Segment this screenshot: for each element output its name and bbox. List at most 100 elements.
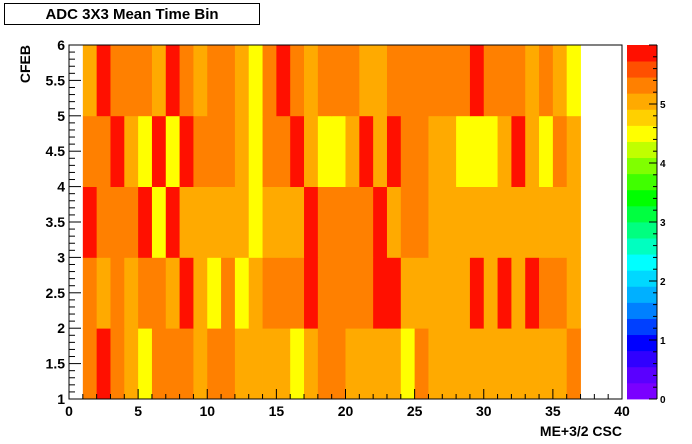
x-axis: 0 5 10 15 20 25 30 35 40 — [65, 389, 630, 419]
heatmap-cell — [179, 115, 194, 187]
heatmap-cell — [138, 257, 153, 329]
heatmap-cell — [96, 115, 111, 187]
heatmap-cell — [262, 45, 277, 117]
heatmap-cell — [539, 328, 554, 400]
heatmap-cell — [456, 115, 471, 187]
heatmap-cell — [262, 328, 277, 400]
heatmap-cell — [276, 257, 291, 329]
heatmap-cell — [386, 328, 402, 400]
heatmap-cell — [179, 257, 194, 329]
heatmap-cell — [124, 328, 139, 400]
x-tick-label: 0 — [65, 403, 73, 419]
heatmap-cell — [469, 45, 485, 117]
chart-title: ADC 3X3 Mean Time Bin — [45, 6, 219, 23]
heatmap-cell — [290, 257, 305, 329]
heatmap-cell — [511, 257, 526, 329]
x-tick-label: 30 — [476, 403, 492, 419]
heatmap-cell — [414, 115, 429, 187]
heatmap-cell — [442, 45, 457, 117]
heatmap-cell — [511, 45, 526, 117]
x-tick-label: 20 — [338, 403, 354, 419]
heatmap-cell — [483, 45, 498, 117]
heatmap-cell — [110, 115, 125, 187]
heatmap-cell — [400, 45, 416, 117]
heatmap-cell — [552, 115, 568, 187]
heatmap-cell — [539, 257, 554, 329]
color-scale-swatch — [627, 350, 657, 368]
heatmap-cell — [511, 186, 526, 258]
heatmap-cell — [304, 257, 319, 329]
x-tick-label: 5 — [134, 403, 142, 419]
heatmap-cell — [151, 257, 167, 329]
heatmap-cell — [248, 45, 263, 117]
heatmap-cell — [317, 115, 333, 187]
heatmap-cell — [248, 115, 263, 187]
x-tick-label: 25 — [407, 403, 423, 419]
heatmap-cell — [525, 328, 540, 400]
heatmap-cell — [345, 115, 360, 187]
heatmap-cell — [165, 115, 180, 187]
color-scale-swatch — [627, 141, 657, 159]
heatmap-cell — [331, 115, 346, 187]
y-tick-label: 6 — [57, 37, 65, 53]
heatmap-cell — [234, 45, 250, 117]
heatmap-cell — [276, 115, 291, 187]
heatmap-cell — [428, 115, 443, 187]
color-scale-swatch — [627, 238, 657, 255]
heatmap-cell — [552, 328, 568, 400]
heatmap-cell — [124, 257, 139, 329]
heatmap-cell — [386, 115, 402, 187]
heatmap-cell — [96, 328, 111, 400]
color-scale-swatch — [627, 318, 657, 336]
heatmap-cell — [290, 328, 305, 400]
heatmap-cell — [221, 45, 236, 117]
heatmap-cell — [82, 45, 98, 117]
y-tick-label: 2.5 — [46, 285, 66, 301]
heatmap-cell — [82, 328, 98, 400]
color-scale-swatch — [627, 302, 657, 319]
x-tick-label: 40 — [614, 403, 630, 419]
y-axis-label: CFEB — [17, 45, 33, 83]
heatmap-cell — [193, 257, 208, 329]
heatmap-cell — [110, 45, 125, 117]
heatmap-cell — [248, 257, 263, 329]
color-scale-swatch — [627, 125, 657, 142]
color-scale-tick-label: 3 — [660, 218, 666, 229]
heatmap-cell — [151, 186, 167, 258]
color-scale-swatch — [627, 366, 657, 384]
heatmap-cell — [428, 257, 443, 329]
heatmap-cell — [290, 45, 305, 117]
heatmap-cell — [207, 328, 222, 400]
heatmap-cell — [442, 328, 457, 400]
heatmap-cell — [165, 45, 180, 117]
heatmap-cell — [511, 328, 526, 400]
heatmap-cell — [428, 45, 443, 117]
heatmap-cell — [359, 115, 374, 187]
heatmap-cell — [138, 328, 153, 400]
color-scale-swatch — [627, 173, 657, 191]
color-scale: 0 1 2 3 4 5 — [627, 44, 666, 406]
heatmap-cell — [165, 328, 180, 400]
color-scale-swatch — [627, 334, 657, 352]
heatmap-cell — [331, 328, 346, 400]
heatmap-cell — [138, 45, 153, 117]
heatmap-cell — [165, 186, 180, 258]
heatmap-cell — [497, 257, 512, 329]
heatmap-cell — [317, 328, 333, 400]
color-scale-swatch — [627, 222, 657, 239]
heatmap-cell — [331, 257, 346, 329]
color-scale-swatch — [627, 109, 657, 126]
heatmap-cell — [262, 115, 277, 187]
heatmap-cell — [469, 257, 485, 329]
heatmap-cell — [566, 257, 581, 329]
color-scale-swatch — [627, 286, 657, 303]
heatmap-cell — [82, 115, 98, 187]
heatmap-cell — [234, 115, 250, 187]
heatmap-cell — [456, 45, 471, 117]
heatmap-cell — [110, 186, 125, 258]
heatmap-cell — [497, 45, 512, 117]
heatmap-cell — [566, 45, 581, 117]
heatmap-cell — [414, 257, 429, 329]
heatmap-cell — [124, 45, 139, 117]
